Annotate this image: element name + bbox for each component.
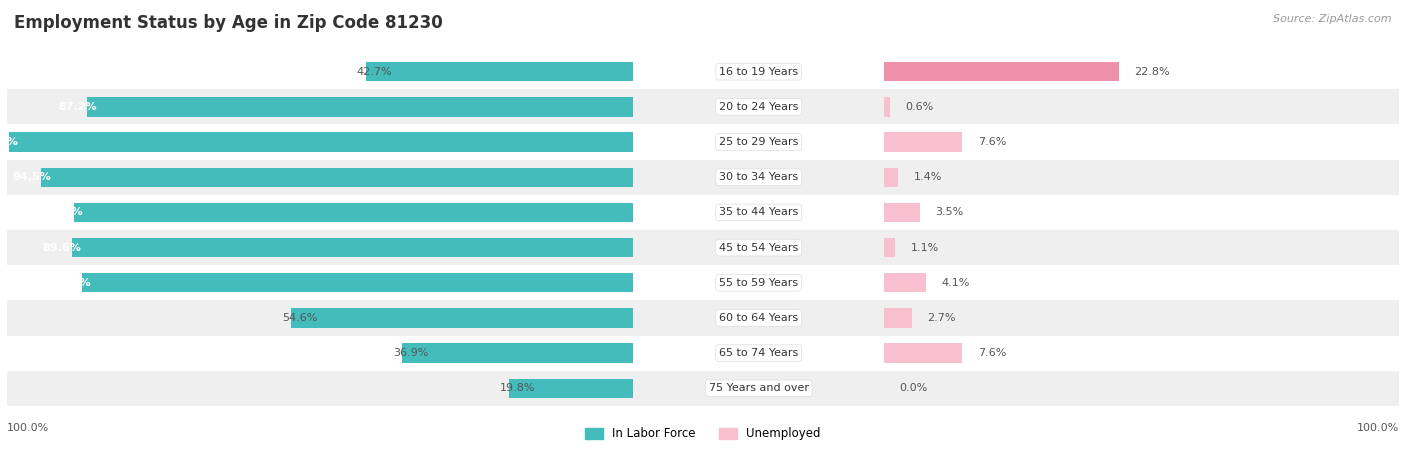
Text: 19.8%: 19.8% (501, 383, 536, 393)
Bar (884, 89, 1406, 124)
Text: 22.8%: 22.8% (1135, 67, 1170, 77)
Bar (884, 160, 1406, 195)
Bar (884, 336, 1406, 371)
Bar (884, 124, 1406, 160)
Text: 94.5%: 94.5% (13, 172, 51, 182)
Bar (884, 371, 1406, 406)
Text: 7.6%: 7.6% (977, 137, 1007, 147)
Bar (884, 168, 898, 187)
Text: 30 to 34 Years: 30 to 34 Years (718, 172, 799, 182)
Bar (633, 371, 884, 406)
Bar (402, 344, 633, 363)
Bar (884, 344, 962, 363)
Text: 35 to 44 Years: 35 to 44 Years (718, 207, 799, 217)
Text: Employment Status by Age in Zip Code 81230: Employment Status by Age in Zip Code 812… (14, 14, 443, 32)
Bar (8, 133, 633, 152)
Text: 2.7%: 2.7% (927, 313, 956, 323)
Text: 100.0%: 100.0% (7, 423, 49, 433)
Text: 42.7%: 42.7% (357, 67, 392, 77)
Bar (633, 124, 884, 160)
Text: 100.0%: 100.0% (1357, 423, 1399, 433)
Bar (884, 265, 1406, 300)
Bar (633, 230, 884, 265)
Bar (884, 62, 1119, 81)
Bar (7, 336, 633, 371)
Text: Source: ZipAtlas.com: Source: ZipAtlas.com (1274, 14, 1392, 23)
Bar (42, 168, 633, 187)
Bar (884, 203, 920, 222)
Bar (509, 379, 633, 398)
Bar (7, 300, 633, 336)
Bar (7, 160, 633, 195)
Text: 20 to 24 Years: 20 to 24 Years (718, 102, 799, 112)
Text: 54.6%: 54.6% (283, 313, 318, 323)
Text: 1.4%: 1.4% (914, 172, 942, 182)
Bar (7, 265, 633, 300)
Bar (291, 308, 633, 327)
Text: 87.2%: 87.2% (58, 102, 97, 112)
Text: 60 to 64 Years: 60 to 64 Years (718, 313, 799, 323)
Bar (633, 54, 884, 89)
Bar (633, 195, 884, 230)
Bar (884, 133, 962, 152)
Bar (884, 273, 927, 292)
Bar (7, 124, 633, 160)
Text: 25 to 29 Years: 25 to 29 Years (718, 137, 799, 147)
Bar (75, 203, 633, 222)
Text: 0.0%: 0.0% (900, 383, 928, 393)
Text: 88.1%: 88.1% (52, 278, 91, 288)
Legend: In Labor Force, Unemployed: In Labor Force, Unemployed (581, 423, 825, 445)
Bar (7, 195, 633, 230)
Text: 3.5%: 3.5% (935, 207, 963, 217)
Bar (82, 273, 633, 292)
Bar (72, 238, 633, 257)
Text: 7.6%: 7.6% (977, 348, 1007, 358)
Bar (7, 230, 633, 265)
Bar (633, 336, 884, 371)
Bar (7, 54, 633, 89)
Bar (884, 54, 1406, 89)
Text: 55 to 59 Years: 55 to 59 Years (718, 278, 799, 288)
Bar (7, 371, 633, 406)
Text: 4.1%: 4.1% (942, 278, 970, 288)
Bar (633, 160, 884, 195)
Text: 89.3%: 89.3% (45, 207, 83, 217)
Bar (884, 195, 1406, 230)
Bar (87, 97, 633, 116)
Bar (633, 300, 884, 336)
Text: 89.6%: 89.6% (42, 243, 82, 253)
Bar (884, 238, 896, 257)
Bar (633, 89, 884, 124)
Bar (884, 300, 1406, 336)
Bar (366, 62, 633, 81)
Text: 16 to 19 Years: 16 to 19 Years (718, 67, 799, 77)
Text: 0.6%: 0.6% (905, 102, 934, 112)
Bar (884, 97, 890, 116)
Bar (633, 265, 884, 300)
Text: 75 Years and over: 75 Years and over (709, 383, 808, 393)
Text: 45 to 54 Years: 45 to 54 Years (718, 243, 799, 253)
Bar (884, 308, 911, 327)
Bar (7, 89, 633, 124)
Text: 65 to 74 Years: 65 to 74 Years (718, 348, 799, 358)
Text: 1.1%: 1.1% (911, 243, 939, 253)
Bar (884, 230, 1406, 265)
Text: 36.9%: 36.9% (392, 348, 429, 358)
Text: 99.7%: 99.7% (0, 137, 18, 147)
